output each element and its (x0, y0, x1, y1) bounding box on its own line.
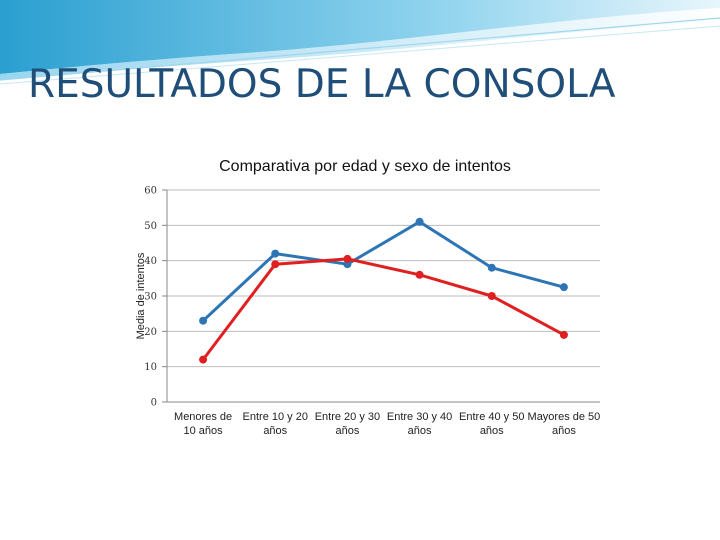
chart-gridlines (167, 189, 600, 368)
y-tick-label: 60 (144, 186, 157, 197)
y-tick-label: 50 (144, 221, 157, 232)
x-category-label: Mayores de 50 años (528, 411, 601, 437)
y-axis-label: Media de intentos (135, 252, 147, 339)
data-point (415, 270, 424, 279)
series-2 (199, 254, 568, 364)
y-tick-label: 10 (144, 362, 157, 373)
y-tick-label: 0 (151, 398, 157, 409)
x-category-label: Menores de 10 años (174, 411, 232, 437)
x-category-labels: Menores de 10 años Entre 10 y 20 años Entre … (174, 411, 600, 437)
data-point (559, 330, 568, 339)
y-tick-label: 30 (144, 292, 157, 303)
series-line (201, 257, 565, 361)
series-line (202, 220, 565, 322)
chart-series (199, 217, 568, 364)
x-category-label: Entre 20 y 30 años (315, 411, 380, 437)
data-point (559, 283, 568, 292)
data-point (271, 260, 280, 269)
data-point (343, 254, 352, 263)
data-point (271, 249, 280, 258)
y-tick-label: 40 (144, 256, 157, 267)
x-category-label: Entre 30 y 40 años (387, 411, 452, 437)
header-banner (0, 0, 720, 85)
y-tick-label: 20 (144, 327, 157, 338)
data-point (199, 355, 208, 364)
data-point (487, 263, 496, 272)
chart-axes (162, 189, 600, 403)
y-tick-labels: 0 10 20 30 40 50 60 (144, 186, 157, 409)
x-category-label: Entre 10 y 20 años (243, 411, 308, 437)
data-point (415, 217, 424, 226)
x-category-label: Entre 40 y 50 años (459, 411, 524, 437)
slide-title: RESULTADOS DE LA CONSOLA (28, 62, 616, 107)
data-point (199, 316, 208, 325)
data-point (487, 292, 496, 300)
chart-title: Comparativa por edad y sexo de intentos (219, 158, 511, 175)
